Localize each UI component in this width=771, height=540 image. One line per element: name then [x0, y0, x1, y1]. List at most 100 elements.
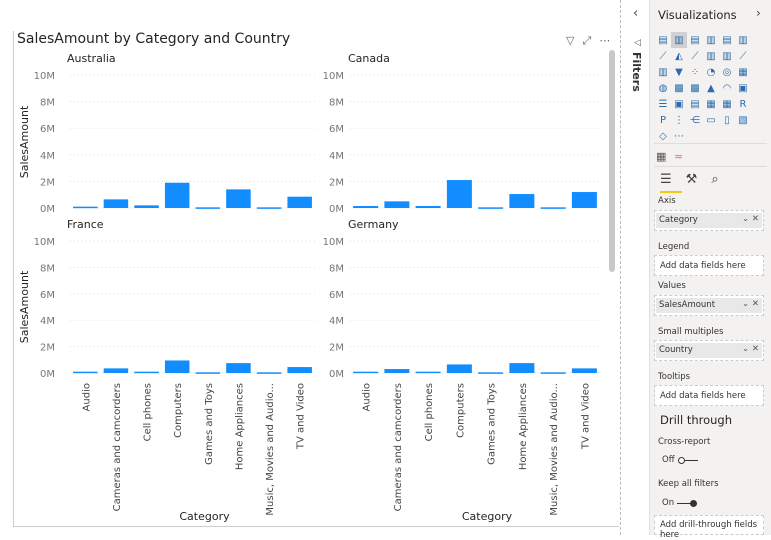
bar-australia: [287, 196, 312, 208]
bar-germany: [571, 368, 597, 373]
visual-type-icon[interactable]: ◇: [659, 130, 667, 142]
visual-type-icon[interactable]: ⋮: [674, 114, 684, 126]
small-multiples-field[interactable]: Country: [659, 345, 693, 355]
visual-title: SalesAmount by Category and Country: [17, 31, 291, 47]
panel-title: France: [67, 218, 104, 231]
visual-type-icon[interactable]: ⟋: [739, 50, 747, 62]
custom-visual-icon[interactable]: ≈: [674, 150, 684, 163]
analytics-icon[interactable]: ⌕: [711, 172, 719, 187]
bar-france: [256, 372, 282, 374]
visual-type-icon[interactable]: ▥: [658, 66, 668, 78]
visual-type-icon[interactable]: ▣: [674, 98, 684, 110]
bar-canada: [353, 206, 379, 208]
x-tick-label: Games and Toys: [487, 383, 498, 465]
bar-australia: [256, 207, 282, 209]
visual-type-icon[interactable]: ▣: [738, 82, 748, 94]
y-tick-label: 0M: [329, 369, 344, 380]
visual-type-icon[interactable]: ◍: [658, 82, 668, 94]
visual-type-icon[interactable]: ▤: [722, 34, 732, 46]
bar-australia: [73, 206, 98, 209]
small-multiples-well[interactable]: Country ⌄ ✕: [654, 340, 764, 361]
scrollbar[interactable]: [609, 50, 615, 272]
visual-type-icon[interactable]: ▥: [706, 50, 716, 62]
visual-type-icon[interactable]: ⟋: [691, 50, 699, 62]
remove-field-icon[interactable]: ⌄ ✕: [742, 214, 759, 224]
visual-type-icon[interactable]: ⟋: [659, 50, 667, 62]
legend-well[interactable]: Add data fields here: [654, 255, 764, 276]
y-tick-label: 2M: [40, 177, 55, 188]
format-icon[interactable]: ⚒: [685, 172, 698, 187]
y-tick-label: 8M: [329, 263, 344, 274]
visual-container[interactable]: [13, 31, 619, 527]
visual-type-icon[interactable]: ▩: [690, 82, 700, 94]
x-tick-label: Music, Movies and Audio...: [549, 383, 560, 516]
x-tick-label: Home Appliances: [518, 383, 529, 470]
x-tick-label: Audio: [362, 383, 373, 411]
focus-mode-icon[interactable]: ⤢: [582, 34, 592, 47]
visual-type-icon[interactable]: ▯: [724, 114, 730, 126]
y-axis-title: SalesAmount: [18, 105, 31, 178]
x-axis-title: Category: [179, 510, 230, 523]
panel-title: Germany: [348, 218, 399, 231]
visual-type-icon[interactable]: ▤: [690, 34, 700, 46]
visual-type-icon[interactable]: ▩: [674, 82, 684, 94]
bar-canada: [446, 180, 472, 208]
visual-type-icon[interactable]: ⁘: [690, 66, 700, 78]
y-tick-label: 10M: [34, 237, 55, 248]
bar-germany: [384, 369, 410, 373]
tooltips-well[interactable]: Add data fields here: [654, 385, 764, 406]
y-tick-label: 8M: [40, 98, 55, 109]
drill-through-title: Drill through: [660, 413, 733, 427]
visual-type-icon[interactable]: ▭: [706, 114, 716, 126]
values-well[interactable]: SalesAmount ⌄ ✕: [654, 295, 764, 316]
remove-field-icon[interactable]: ⌄ ✕: [742, 344, 759, 354]
visual-type-icon[interactable]: ▥: [671, 32, 687, 48]
x-tick-label: Music, Movies and Audio...: [265, 383, 276, 516]
keep-all-filters-toggle[interactable]: On: [662, 498, 698, 508]
visual-type-icon[interactable]: ◠: [722, 82, 732, 94]
chevron-right-icon[interactable]: ›: [756, 6, 761, 20]
remove-field-icon[interactable]: ⌄ ✕: [742, 299, 759, 309]
values-field[interactable]: SalesAmount: [659, 300, 716, 310]
visual-type-icon[interactable]: ▤: [658, 34, 668, 46]
visual-type-icon[interactable]: ◭: [675, 50, 683, 62]
visual-type-icon[interactable]: ▥: [706, 34, 716, 46]
axis-well[interactable]: Category ⌄ ✕: [654, 210, 764, 231]
visual-type-icon[interactable]: ▥: [738, 34, 748, 46]
fields-icon[interactable]: ☰: [660, 172, 672, 187]
visual-type-icon[interactable]: ⋯: [674, 130, 684, 142]
bar-germany: [478, 372, 504, 374]
y-tick-label: 6M: [329, 290, 344, 301]
visual-type-icon[interactable]: ▲: [707, 82, 715, 94]
y-tick-label: 10M: [323, 237, 344, 248]
visual-type-icon[interactable]: ☰: [658, 98, 668, 110]
cross-report-toggle[interactable]: Off: [662, 455, 698, 465]
visual-type-icon[interactable]: ▼: [675, 66, 683, 78]
bar-france: [287, 367, 312, 373]
filter-icon[interactable]: ▽: [566, 34, 575, 47]
y-tick-label: 8M: [40, 263, 55, 274]
visual-type-icon[interactable]: ◎: [722, 66, 732, 78]
more-options-icon[interactable]: ⋯: [599, 34, 611, 47]
drill-through-well[interactable]: Add drill-through fields here: [654, 515, 764, 540]
visual-type-icon[interactable]: P: [659, 114, 667, 126]
bar-australia: [226, 189, 251, 208]
visual-type-icon[interactable]: ▦: [706, 98, 716, 110]
visual-type-icon[interactable]: ▧: [738, 114, 748, 126]
visual-type-icon[interactable]: ▤: [690, 98, 700, 110]
chevron-left-icon[interactable]: ‹: [633, 6, 639, 21]
y-tick-label: 4M: [40, 316, 55, 327]
visual-type-icon[interactable]: ▦: [722, 98, 732, 110]
filters-pane[interactable]: ‹ ◁ Filters: [626, 0, 650, 535]
bar-canada: [571, 192, 597, 208]
visual-type-icon[interactable]: ⋲: [690, 114, 700, 126]
visual-type-icon[interactable]: ▥: [722, 50, 732, 62]
y-tick-label: 2M: [40, 343, 55, 354]
visual-type-icon[interactable]: ◔: [706, 66, 716, 78]
visual-type-icon[interactable]: ▦: [738, 66, 748, 78]
field-parameters-icon[interactable]: ▦: [656, 150, 667, 163]
axis-field[interactable]: Category: [659, 215, 698, 225]
visual-type-icon[interactable]: R: [739, 98, 747, 110]
well-label-legend: Legend: [658, 242, 690, 252]
keep-all-filters-label: Keep all filters: [658, 479, 719, 489]
